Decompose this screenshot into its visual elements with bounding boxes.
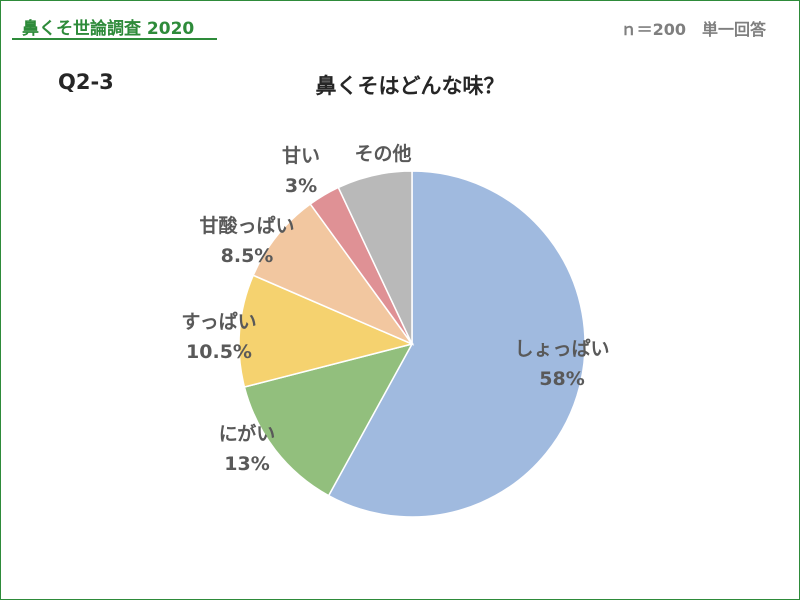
question-number: Q2-3	[58, 70, 114, 94]
slice-value-label: 8.5%	[221, 245, 274, 267]
slice-value-label: 10.5%	[186, 341, 252, 363]
survey-brand-title: 鼻くそ世論調査 2020	[22, 19, 195, 39]
pie-slices	[238, 170, 586, 518]
pie-slice-1	[243, 342, 414, 497]
slice-category-label: 甘い	[282, 145, 320, 167]
sample-size-info: ｎ＝200 単一回答	[620, 20, 766, 39]
slice-value-label: 3%	[285, 175, 317, 197]
slice-category-label: にがい	[219, 422, 276, 445]
slice-value-label: 13%	[224, 453, 269, 475]
pie-slice-2	[238, 274, 415, 388]
slice-category-label: 甘酸っぱい	[199, 214, 294, 237]
pie-slice-0	[327, 170, 586, 518]
slice-category-label: すっぱい	[181, 310, 256, 333]
pie-slice-5	[337, 170, 413, 345]
slice-category-label: その他	[354, 142, 411, 165]
brand-underline	[12, 38, 217, 40]
chart-title: 鼻くそはどんな味？	[315, 74, 505, 98]
slice-category-label: しょっぱい	[514, 337, 609, 360]
slice-value-label: 58%	[539, 368, 584, 390]
pie-labels: しょっぱい 58% にがい 13% すっぱい 10.5% 甘酸っぱい 8.5% 甘い 3% その他	[181, 142, 609, 475]
pie-slice-3	[252, 202, 415, 346]
